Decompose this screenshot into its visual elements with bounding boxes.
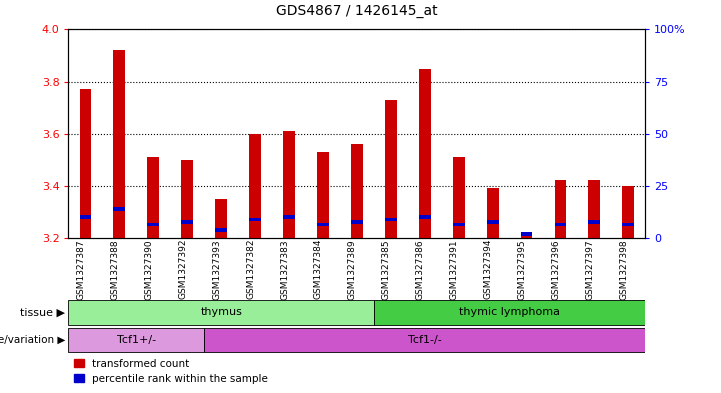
Bar <box>419 215 430 219</box>
Text: GSM1327398: GSM1327398 <box>619 239 628 299</box>
Bar <box>385 100 397 238</box>
Bar <box>181 220 193 224</box>
Text: GSM1327397: GSM1327397 <box>585 239 594 299</box>
Bar <box>249 218 261 221</box>
Text: GSM1327387: GSM1327387 <box>76 239 86 299</box>
Bar <box>374 300 645 325</box>
Text: GSM1327392: GSM1327392 <box>178 239 187 299</box>
Bar <box>79 215 92 219</box>
Bar <box>453 223 464 226</box>
Text: GSM1327390: GSM1327390 <box>144 239 154 299</box>
Bar <box>554 223 567 226</box>
Bar <box>554 180 567 238</box>
Text: GSM1327388: GSM1327388 <box>110 239 120 299</box>
Bar <box>521 232 533 235</box>
Bar <box>147 223 159 226</box>
Bar <box>521 233 533 238</box>
Text: genotype/variation ▶: genotype/variation ▶ <box>0 335 65 345</box>
Bar <box>147 157 159 238</box>
Text: GSM1327386: GSM1327386 <box>416 239 425 299</box>
Text: GSM1327395: GSM1327395 <box>518 239 526 299</box>
Bar <box>113 208 125 211</box>
Text: Tcf1-/-: Tcf1-/- <box>408 335 442 345</box>
Bar <box>283 215 295 219</box>
Bar <box>622 223 634 226</box>
Bar <box>317 152 329 238</box>
Text: Tcf1+/-: Tcf1+/- <box>117 335 156 345</box>
Text: tissue ▶: tissue ▶ <box>20 307 65 318</box>
Legend: transformed count, percentile rank within the sample: transformed count, percentile rank withi… <box>74 359 268 384</box>
Bar <box>204 328 645 352</box>
Text: GSM1327396: GSM1327396 <box>552 239 560 299</box>
Bar <box>317 223 329 226</box>
Bar <box>68 300 374 325</box>
Bar <box>351 144 363 238</box>
Bar <box>113 50 125 238</box>
Text: GSM1327391: GSM1327391 <box>450 239 459 299</box>
Bar <box>385 218 397 221</box>
Bar <box>622 186 634 238</box>
Bar <box>216 199 227 238</box>
Bar <box>487 220 498 224</box>
Text: GSM1327385: GSM1327385 <box>382 239 391 299</box>
Bar <box>351 220 363 224</box>
Text: GSM1327394: GSM1327394 <box>484 239 492 299</box>
Text: thymic lymphoma: thymic lymphoma <box>459 307 560 318</box>
Text: GSM1327383: GSM1327383 <box>280 239 289 299</box>
Bar <box>79 89 92 238</box>
Bar <box>588 220 601 224</box>
Text: thymus: thymus <box>200 307 242 318</box>
Bar <box>588 180 601 238</box>
Bar <box>216 228 227 231</box>
Bar <box>283 131 295 238</box>
Text: GSM1327389: GSM1327389 <box>348 239 357 299</box>
Bar <box>419 68 430 238</box>
Text: GSM1327393: GSM1327393 <box>212 239 221 299</box>
Bar <box>453 157 464 238</box>
Text: GSM1327384: GSM1327384 <box>314 239 323 299</box>
Bar <box>487 188 498 238</box>
Bar <box>249 134 261 238</box>
Text: GSM1327382: GSM1327382 <box>246 239 255 299</box>
Text: GDS4867 / 1426145_at: GDS4867 / 1426145_at <box>276 4 438 18</box>
Bar <box>68 328 204 352</box>
Bar <box>181 160 193 238</box>
